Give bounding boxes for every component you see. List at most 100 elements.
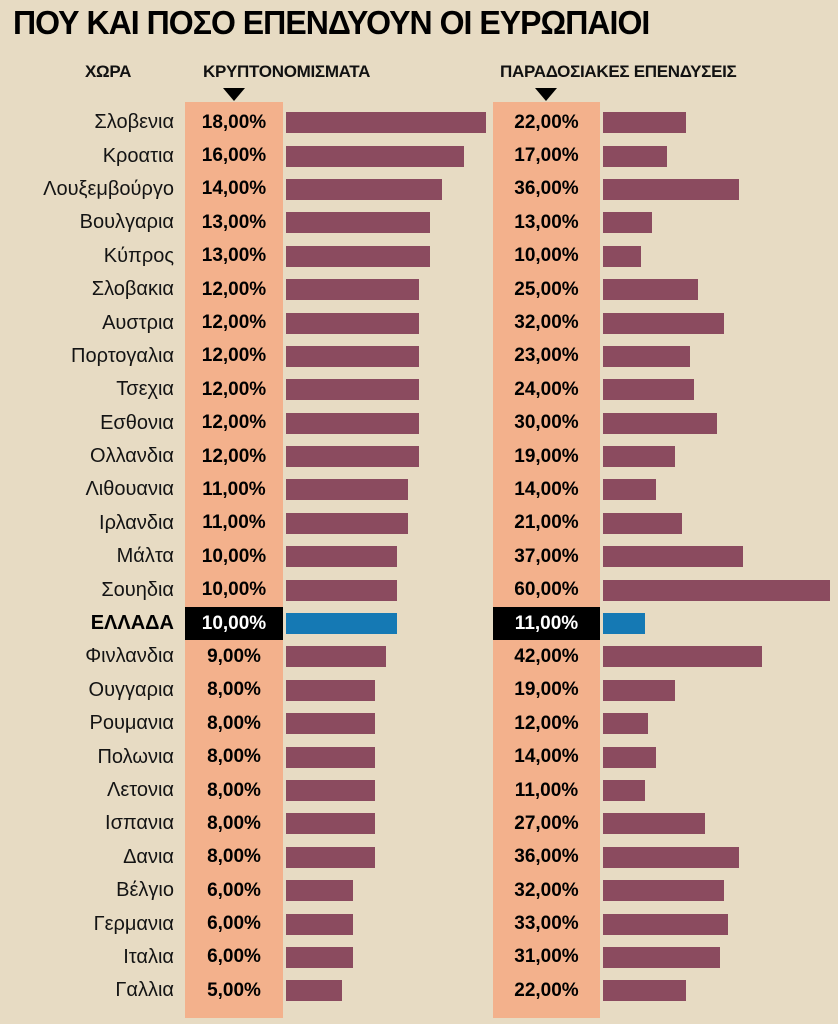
- traditional-value: 12,00%: [514, 712, 579, 734]
- crypto-value: 8,00%: [207, 679, 261, 701]
- traditional-bar-cell: [600, 540, 838, 573]
- crypto-bar-cell: [283, 139, 493, 172]
- traditional-bar-cell: [600, 273, 838, 306]
- crypto-bar-cell: [283, 740, 493, 773]
- traditional-bar-cell: [600, 640, 838, 673]
- traditional-bar: [603, 178, 740, 200]
- crypto-bar-cell: [283, 173, 493, 206]
- country-label: Ισπανια: [105, 812, 174, 835]
- chart-row: ΕΛΛΑΔΑ 10,00% 11,00%: [0, 606, 838, 641]
- chart-row: Ιρλανδια 11,00% 21,00%: [0, 507, 838, 540]
- chart-row: Κύπρος 13,00% 10,00%: [0, 240, 838, 273]
- traditional-bar-cell: [600, 774, 838, 807]
- country-label: Τσεχια: [116, 378, 174, 401]
- crypto-bar: [286, 379, 420, 401]
- crypto-bar: [286, 212, 431, 234]
- chart-row: Μάλτα 10,00% 37,00%: [0, 540, 838, 573]
- country-label: Σλοβακια: [91, 278, 174, 301]
- traditional-value: 21,00%: [514, 512, 579, 534]
- crypto-value-column-background: [185, 102, 283, 1018]
- traditional-bar-cell: [600, 841, 838, 874]
- chart-row: Ισπανια 8,00% 27,00%: [0, 807, 838, 840]
- traditional-bar: [603, 112, 687, 134]
- chart-row: Βουλγαρια 13,00% 13,00%: [0, 206, 838, 239]
- crypto-bar: [286, 345, 420, 367]
- crypto-bar-cell: [283, 941, 493, 974]
- traditional-bar-cell: [600, 473, 838, 506]
- crypto-bar: [286, 646, 386, 668]
- chart-row: Ουγγαρια 8,00% 19,00%: [0, 674, 838, 707]
- crypto-bar: [286, 512, 409, 534]
- crypto-bar-cell: [283, 640, 493, 673]
- country-label: Εσθονια: [100, 411, 174, 434]
- country-label: Γαλλια: [115, 979, 174, 1002]
- crypto-value: 13,00%: [201, 211, 267, 233]
- crypto-value: 14,00%: [201, 178, 267, 200]
- traditional-bar: [603, 279, 698, 301]
- traditional-bar-cell: [600, 106, 838, 139]
- country-label: Βουλγαρια: [79, 211, 174, 234]
- crypto-bar: [286, 846, 375, 868]
- crypto-value: 13,00%: [201, 245, 267, 267]
- traditional-bar-cell: [600, 440, 838, 473]
- country-label: Πορτογαλια: [71, 344, 174, 367]
- traditional-value: 36,00%: [514, 178, 579, 200]
- country-label: Ρουμανια: [89, 712, 175, 735]
- crypto-bar: [286, 713, 375, 735]
- traditional-bar: [603, 512, 683, 534]
- chart-row: Λετονια 8,00% 11,00%: [0, 774, 838, 807]
- chart-row: Τσεχια 12,00% 24,00%: [0, 373, 838, 406]
- traditional-bar: [603, 813, 706, 835]
- crypto-bar-cell: [283, 540, 493, 573]
- country-label: ΕΛΛΑΔΑ: [90, 612, 174, 635]
- crypto-value: 12,00%: [201, 312, 267, 334]
- crypto-bar-cell: [283, 607, 493, 640]
- crypto-value: 11,00%: [202, 478, 266, 500]
- traditional-value-column-background: [493, 102, 600, 1018]
- crypto-bar-cell: [283, 340, 493, 373]
- traditional-bar: [603, 913, 728, 935]
- country-label: Σλοβενια: [94, 111, 174, 134]
- crypto-bar: [286, 913, 353, 935]
- column-header-crypto: ΚΡΥΠΤΟΝΟΜΙΣΜΑΤΑ: [203, 62, 371, 81]
- traditional-value: 19,00%: [514, 445, 579, 467]
- crypto-bar-cell: [283, 273, 493, 306]
- country-label: Λετονια: [106, 779, 174, 801]
- traditional-bar-cell: [600, 707, 838, 740]
- chart-row: Λουξεμβούργο 14,00% 36,00%: [0, 173, 838, 206]
- traditional-bar: [603, 780, 645, 801]
- traditional-bar: [603, 613, 645, 635]
- traditional-bar-cell: [600, 807, 838, 840]
- country-label: Λουξεμβούργο: [43, 177, 174, 200]
- crypto-bar-cell: [283, 473, 493, 506]
- crypto-bar-cell: [283, 306, 493, 339]
- traditional-bar: [603, 679, 675, 701]
- traditional-bar-cell: [600, 974, 838, 1007]
- traditional-value: 11,00%: [514, 779, 579, 801]
- chart-row: Σουηδια 10,00% 60,00%: [0, 573, 838, 606]
- traditional-bar: [603, 946, 721, 968]
- crypto-value: 12,00%: [201, 378, 267, 400]
- crypto-bar-cell: [283, 240, 493, 273]
- crypto-bar: [286, 579, 398, 601]
- crypto-bar-cell: [283, 106, 493, 139]
- chart-row: Εσθονια 12,00% 30,00%: [0, 407, 838, 440]
- traditional-value: 10,00%: [514, 245, 579, 267]
- traditional-value: 30,00%: [514, 412, 579, 434]
- traditional-value: 33,00%: [514, 913, 579, 935]
- crypto-bar-cell: [283, 206, 493, 239]
- chart-row: Λιθουανια 11,00% 14,00%: [0, 473, 838, 506]
- traditional-value: 17,00%: [514, 145, 579, 167]
- country-label: Ουγγαρια: [88, 678, 174, 701]
- country-label: Κύπρος: [103, 244, 174, 267]
- traditional-bar: [603, 312, 725, 334]
- chart-row: Κροατια 16,00% 17,00%: [0, 139, 838, 172]
- traditional-bar-cell: [600, 573, 838, 606]
- crypto-value: 12,00%: [201, 345, 267, 367]
- crypto-bar: [286, 780, 375, 801]
- traditional-bar: [603, 646, 762, 668]
- crypto-value: 12,00%: [201, 412, 267, 434]
- country-label: Λιθουανια: [85, 478, 174, 501]
- column-header-country: ΧΩΡΑ: [85, 62, 132, 81]
- country-label: Ιταλια: [123, 945, 174, 968]
